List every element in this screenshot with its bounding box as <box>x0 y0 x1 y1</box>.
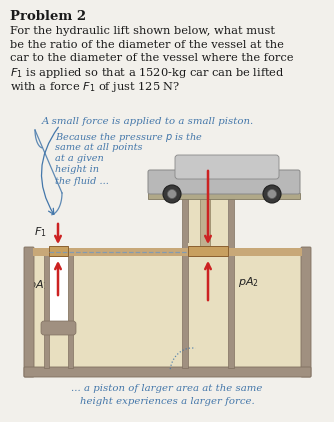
Text: car to the diameter of the vessel where the force: car to the diameter of the vessel where … <box>10 53 294 63</box>
Bar <box>33 248 44 368</box>
Bar <box>44 248 49 368</box>
Text: $F_1$: $F_1$ <box>34 225 47 239</box>
FancyBboxPatch shape <box>175 155 279 179</box>
Bar <box>148 193 300 199</box>
Bar <box>200 198 210 246</box>
Bar <box>188 246 228 256</box>
Text: A small force is applied to a small piston.: A small force is applied to a small pist… <box>42 117 254 126</box>
Bar <box>188 175 228 368</box>
Bar <box>49 246 68 256</box>
Text: be the ratio of the diameter of the vessel at the: be the ratio of the diameter of the vess… <box>10 40 284 49</box>
Text: at a given: at a given <box>55 154 104 163</box>
Bar <box>234 248 302 368</box>
Text: For the hydraulic lift shown below, what must: For the hydraulic lift shown below, what… <box>10 26 275 36</box>
Bar <box>49 248 68 328</box>
Text: $F_2$: $F_2$ <box>238 178 250 192</box>
Bar <box>33 248 302 256</box>
Circle shape <box>167 189 176 198</box>
Text: with a force $F_1$ of just 125 N?: with a force $F_1$ of just 125 N? <box>10 80 180 94</box>
Bar <box>49 248 68 256</box>
Text: Because the pressure $p$ is the: Because the pressure $p$ is the <box>55 131 203 144</box>
Text: $pA_2$: $pA_2$ <box>238 275 259 289</box>
Bar <box>188 243 228 256</box>
Circle shape <box>268 189 277 198</box>
FancyBboxPatch shape <box>24 367 311 377</box>
FancyBboxPatch shape <box>41 321 76 335</box>
FancyBboxPatch shape <box>148 170 300 194</box>
Bar <box>228 175 234 368</box>
Circle shape <box>163 185 181 203</box>
Bar <box>33 248 302 368</box>
FancyBboxPatch shape <box>301 247 311 377</box>
Bar <box>73 248 182 368</box>
Text: height in: height in <box>55 165 99 175</box>
Bar <box>68 248 73 368</box>
Text: same at all points: same at all points <box>55 143 143 151</box>
Text: $F_1$ is applied so that a 1520-kg car can be lifted: $F_1$ is applied so that a 1520-kg car c… <box>10 67 285 81</box>
Text: the fluid ...: the fluid ... <box>55 177 109 186</box>
Circle shape <box>263 185 281 203</box>
Text: $pA_1$: $pA_1$ <box>28 278 49 292</box>
Bar <box>182 175 188 368</box>
Text: Problem 2: Problem 2 <box>10 10 86 23</box>
FancyBboxPatch shape <box>24 247 34 377</box>
Text: ... a piston of larger area at the same
height experiences a larger force.: ... a piston of larger area at the same … <box>71 384 263 406</box>
